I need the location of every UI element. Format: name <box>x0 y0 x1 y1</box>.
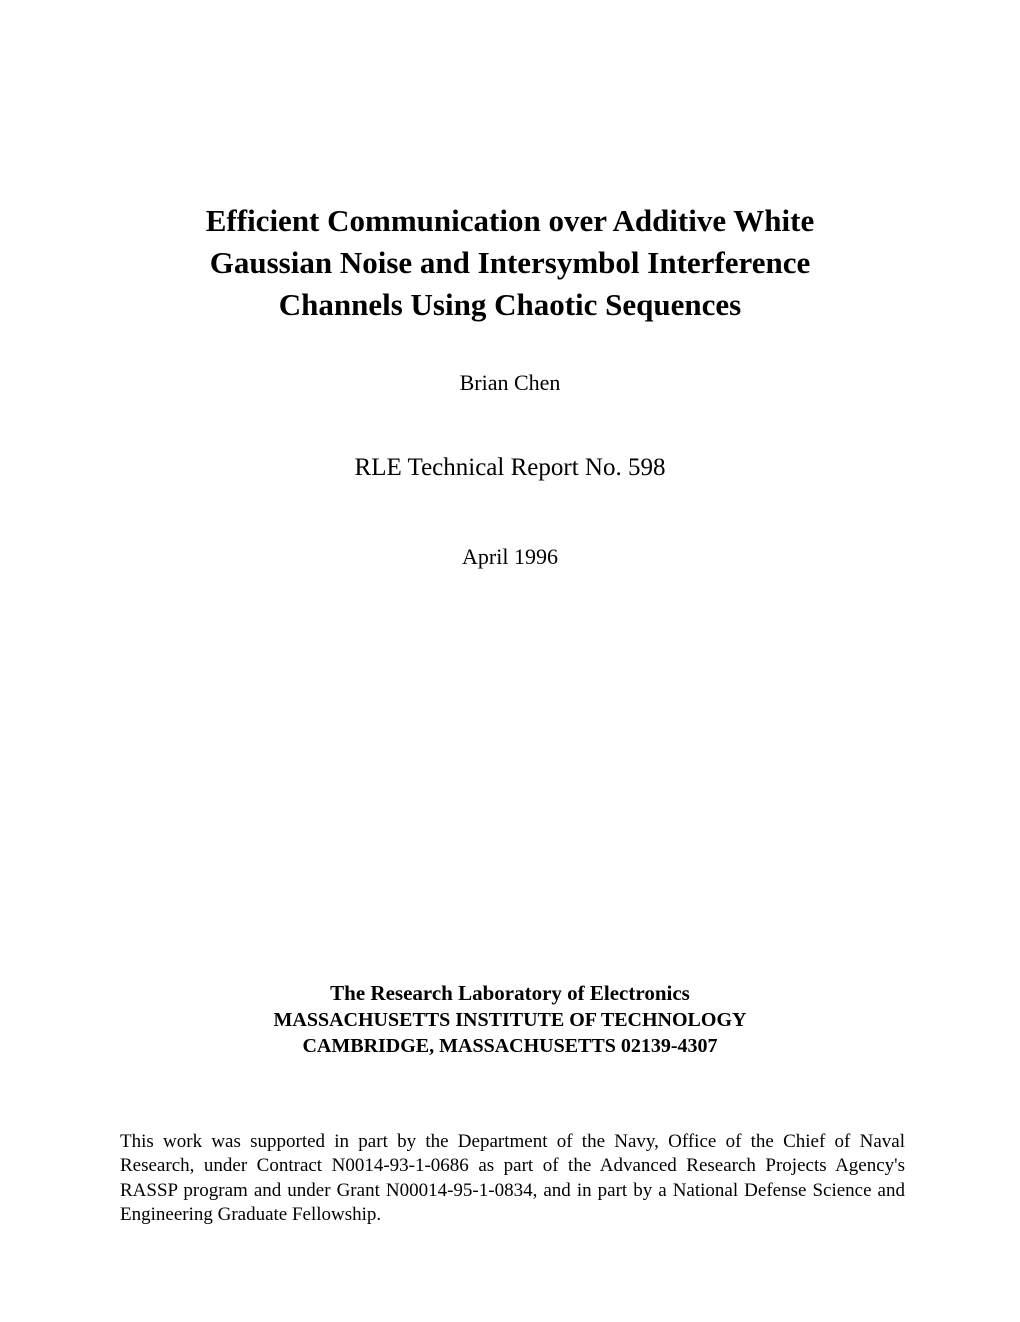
title-line-2: Gaussian Noise and Intersymbol Interfere… <box>120 242 900 284</box>
affiliation-address: CAMBRIDGE, MASSACHUSETTS 02139-4307 <box>120 1033 900 1059</box>
affiliation-institute: MASSACHUSETTS INSTITUTE OF TECHNOLOGY <box>120 1007 900 1033</box>
funding-acknowledgment: This work was supported in part by the D… <box>120 1130 905 1227</box>
report-number: RLE Technical Report No. 598 <box>120 454 900 482</box>
affiliation-lab: The Research Laboratory of Electronics <box>120 980 900 1007</box>
author: Brian Chen <box>120 370 900 396</box>
affiliation-block: The Research Laboratory of Electronics M… <box>120 980 900 1059</box>
date: April 1996 <box>120 544 900 570</box>
title-block: Efficient Communication over Additive Wh… <box>120 200 900 326</box>
page-container: Efficient Communication over Additive Wh… <box>0 0 1020 1322</box>
title-line-3: Channels Using Chaotic Sequences <box>120 284 900 326</box>
title-line-1: Efficient Communication over Additive Wh… <box>120 200 900 242</box>
